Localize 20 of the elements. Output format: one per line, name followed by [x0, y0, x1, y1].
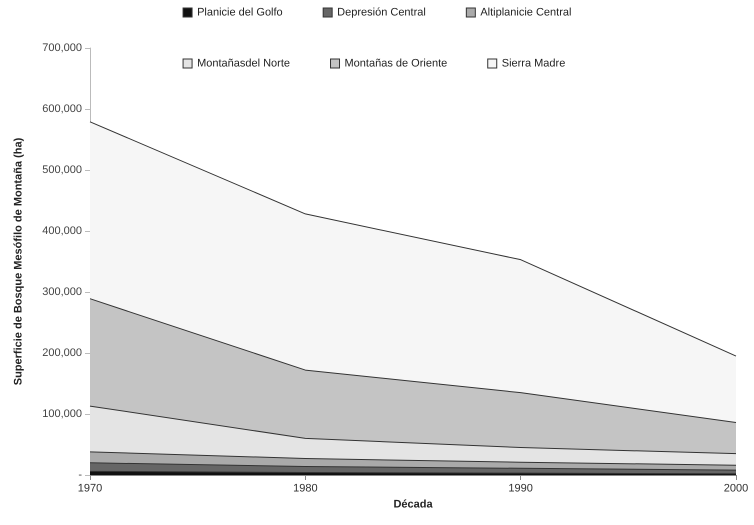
- x-axis-title: Década: [393, 498, 434, 510]
- y-axis-title: Superficie de Bosque Mesófilo de Montaña (ha): [12, 137, 24, 386]
- y-tick-label: 300,000: [42, 286, 82, 298]
- x-tick-label: 1980: [293, 482, 318, 494]
- y-tick-label: -: [78, 469, 82, 481]
- y-tick-label: 600,000: [42, 103, 82, 115]
- y-tick-label: 200,000: [42, 347, 82, 359]
- legend-label: Depresión Central: [337, 6, 426, 18]
- legend-label: Montañasdel Norte: [197, 58, 290, 70]
- y-tick-label: 100,000: [42, 408, 82, 420]
- legend-label: Sierra Madre: [502, 58, 566, 70]
- legend-label: Altiplanicie Central: [480, 6, 572, 18]
- y-tick-label: 400,000: [42, 225, 82, 237]
- legend-label: Planicie del Golfo: [197, 6, 283, 18]
- y-tick-label: 500,000: [42, 164, 82, 176]
- y-tick-label: 700,000: [42, 42, 82, 54]
- x-tick-label: 1990: [508, 482, 533, 494]
- x-tick-label: 2000: [724, 482, 748, 494]
- x-tick-label: 1970: [78, 482, 102, 494]
- legend-label: Montañas de Oriente: [344, 58, 448, 70]
